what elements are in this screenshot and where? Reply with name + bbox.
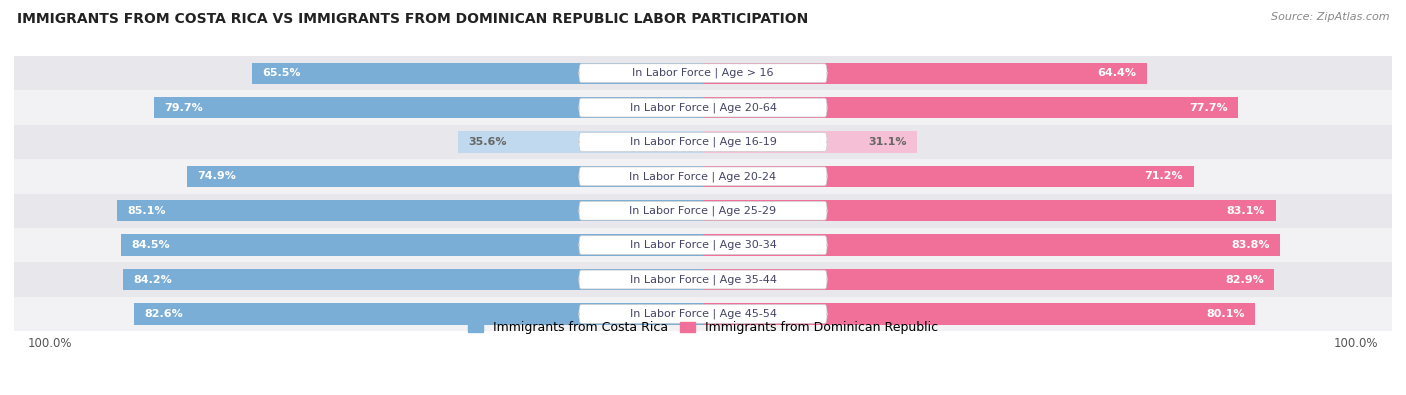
- Bar: [252, 62, 703, 84]
- Bar: [117, 200, 703, 222]
- Bar: [14, 125, 1392, 159]
- Bar: [14, 194, 1392, 228]
- FancyBboxPatch shape: [579, 270, 827, 289]
- Text: 71.2%: 71.2%: [1144, 171, 1184, 181]
- Text: 82.6%: 82.6%: [145, 309, 183, 319]
- Bar: [14, 262, 1392, 297]
- Bar: [703, 303, 1254, 325]
- Bar: [14, 297, 1392, 331]
- Text: In Labor Force | Age > 16: In Labor Force | Age > 16: [633, 68, 773, 79]
- Text: 100.0%: 100.0%: [1334, 337, 1378, 350]
- Text: 83.1%: 83.1%: [1226, 206, 1265, 216]
- Text: 77.7%: 77.7%: [1189, 103, 1227, 113]
- Legend: Immigrants from Costa Rica, Immigrants from Dominican Republic: Immigrants from Costa Rica, Immigrants f…: [463, 316, 943, 339]
- Bar: [187, 166, 703, 187]
- Bar: [458, 131, 703, 152]
- FancyBboxPatch shape: [579, 167, 827, 186]
- Text: In Labor Force | Age 16-19: In Labor Force | Age 16-19: [630, 137, 776, 147]
- FancyBboxPatch shape: [579, 98, 827, 117]
- Text: 84.5%: 84.5%: [131, 240, 170, 250]
- Bar: [703, 235, 1281, 256]
- Text: In Labor Force | Age 35-44: In Labor Force | Age 35-44: [630, 274, 776, 285]
- Text: 82.9%: 82.9%: [1225, 275, 1264, 284]
- Text: 83.8%: 83.8%: [1232, 240, 1270, 250]
- Text: 79.7%: 79.7%: [165, 103, 202, 113]
- FancyBboxPatch shape: [579, 133, 827, 151]
- Bar: [703, 62, 1147, 84]
- Bar: [134, 303, 703, 325]
- Text: 85.1%: 85.1%: [127, 206, 166, 216]
- Text: 74.9%: 74.9%: [197, 171, 236, 181]
- Bar: [121, 235, 703, 256]
- Bar: [703, 269, 1274, 290]
- Bar: [703, 97, 1239, 118]
- FancyBboxPatch shape: [579, 201, 827, 220]
- FancyBboxPatch shape: [579, 305, 827, 324]
- Text: 65.5%: 65.5%: [262, 68, 301, 78]
- Text: In Labor Force | Age 45-54: In Labor Force | Age 45-54: [630, 308, 776, 319]
- Bar: [14, 159, 1392, 194]
- Text: In Labor Force | Age 25-29: In Labor Force | Age 25-29: [630, 205, 776, 216]
- Text: In Labor Force | Age 20-64: In Labor Force | Age 20-64: [630, 102, 776, 113]
- FancyBboxPatch shape: [579, 64, 827, 83]
- Text: In Labor Force | Age 20-24: In Labor Force | Age 20-24: [630, 171, 776, 182]
- Bar: [14, 90, 1392, 125]
- Text: IMMIGRANTS FROM COSTA RICA VS IMMIGRANTS FROM DOMINICAN REPUBLIC LABOR PARTICIPA: IMMIGRANTS FROM COSTA RICA VS IMMIGRANTS…: [17, 12, 808, 26]
- Bar: [122, 269, 703, 290]
- Text: In Labor Force | Age 30-34: In Labor Force | Age 30-34: [630, 240, 776, 250]
- Text: 80.1%: 80.1%: [1206, 309, 1244, 319]
- Bar: [703, 200, 1275, 222]
- Text: 64.4%: 64.4%: [1097, 68, 1136, 78]
- Bar: [14, 56, 1392, 90]
- Text: Source: ZipAtlas.com: Source: ZipAtlas.com: [1271, 12, 1389, 22]
- Text: 35.6%: 35.6%: [468, 137, 506, 147]
- Bar: [703, 131, 917, 152]
- Text: 100.0%: 100.0%: [28, 337, 72, 350]
- FancyBboxPatch shape: [579, 236, 827, 254]
- Bar: [703, 166, 1194, 187]
- Bar: [153, 97, 703, 118]
- Text: 31.1%: 31.1%: [869, 137, 907, 147]
- Bar: [14, 228, 1392, 262]
- Text: 84.2%: 84.2%: [134, 275, 172, 284]
